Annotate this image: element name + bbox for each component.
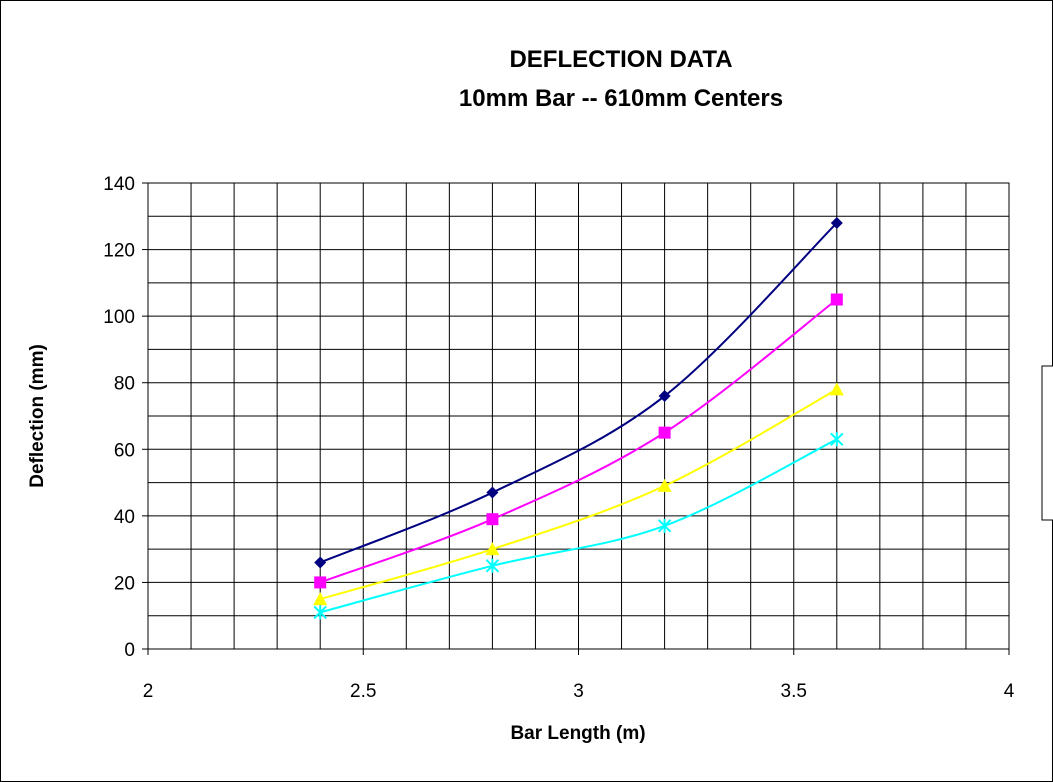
x-tick-label: 2 <box>143 681 154 702</box>
grid <box>148 183 1009 649</box>
y-tick-label: 140 <box>103 174 135 195</box>
legend-box <box>1041 365 1053 521</box>
data-point <box>657 518 672 533</box>
series-3 <box>313 382 844 606</box>
data-point <box>830 216 843 229</box>
series-line <box>319 222 838 564</box>
y-axis-label: Deflection (mm) <box>27 344 48 488</box>
data-point <box>313 605 327 620</box>
data-point <box>829 382 844 396</box>
y-tick-label: 60 <box>114 440 135 461</box>
data-point <box>485 558 500 573</box>
series-1 <box>314 216 843 569</box>
series-group <box>313 216 844 620</box>
data-point <box>657 478 672 492</box>
x-tick-labels: 2 2.5 3 3.5 4 <box>143 649 1015 702</box>
data-point <box>830 293 843 306</box>
chart-title: DEFLECTION DATA <box>509 46 732 73</box>
x-tick-label: 3 <box>573 681 584 702</box>
series-2 <box>314 293 843 589</box>
x-axis-label: Bar Length (m) <box>510 723 645 744</box>
data-point <box>830 432 844 447</box>
data-point <box>486 513 499 526</box>
x-tick-label: 4 <box>1004 681 1015 702</box>
y-tick-labels: 0 20 40 60 80 100 120 140 <box>103 174 148 661</box>
data-point <box>313 592 328 606</box>
series-line <box>319 438 838 614</box>
chart-subtitle: 10mm Bar -- 610mm Centers <box>459 85 783 112</box>
data-point <box>658 390 671 403</box>
data-point <box>314 576 327 589</box>
y-tick-label: 120 <box>103 241 135 262</box>
series-4 <box>313 432 844 620</box>
data-point <box>485 542 500 556</box>
x-tick-label: 2.5 <box>350 681 376 702</box>
data-point <box>314 556 327 569</box>
series-line <box>319 388 838 601</box>
y-tick-label: 20 <box>114 573 135 594</box>
data-point <box>486 486 499 499</box>
data-point <box>658 426 671 439</box>
x-tick-label: 3.5 <box>781 681 807 702</box>
y-tick-label: 40 <box>114 507 135 528</box>
series-line <box>319 298 838 584</box>
y-tick-label: 80 <box>114 374 135 395</box>
y-tick-label: 100 <box>103 307 135 328</box>
y-tick-label: 0 <box>124 640 135 661</box>
